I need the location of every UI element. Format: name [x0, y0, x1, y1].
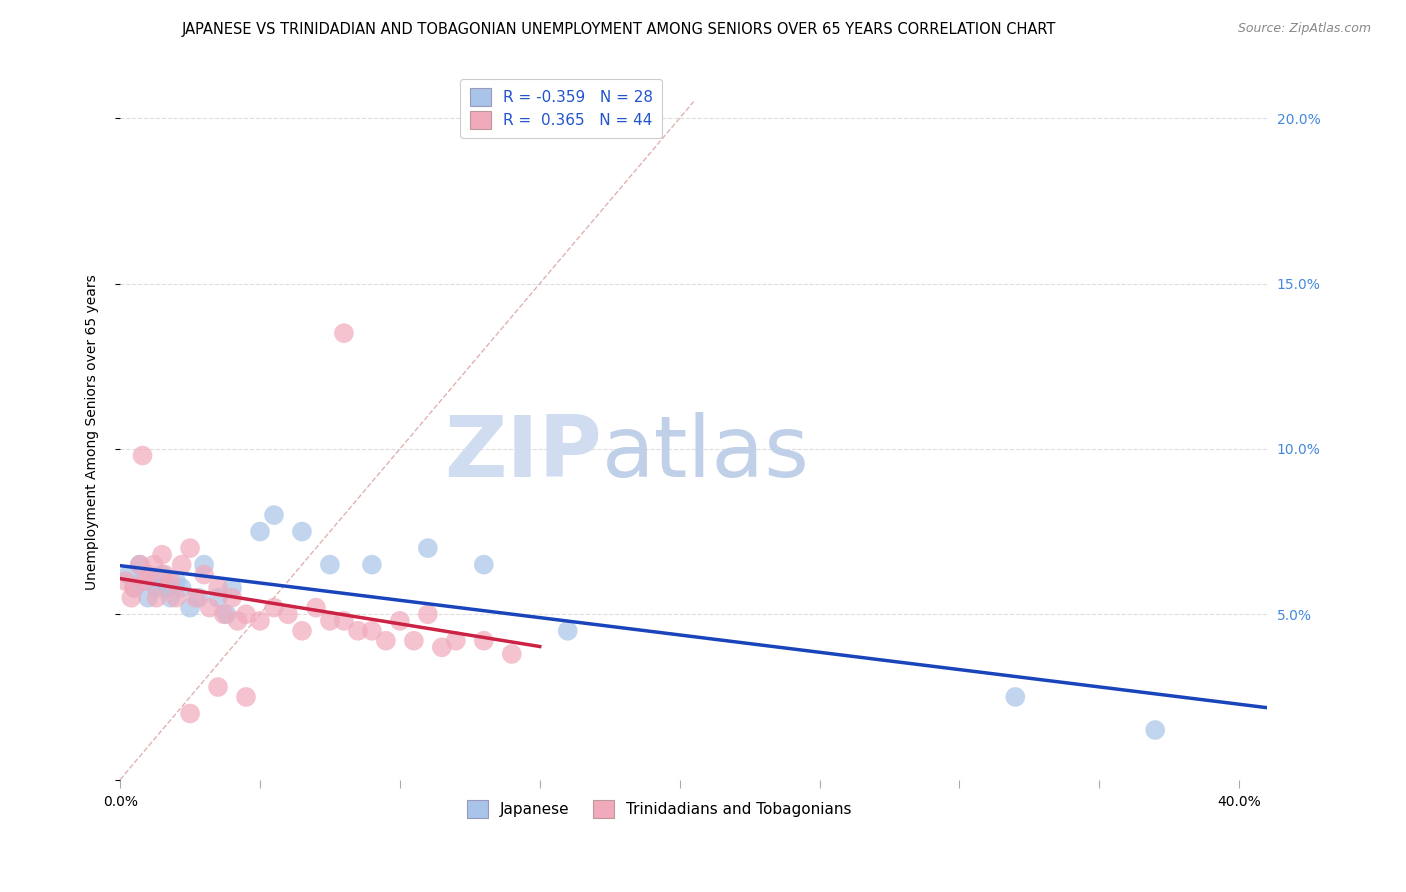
Point	[430, 640, 453, 655]
Point	[215, 607, 238, 622]
Point	[134, 574, 156, 589]
Point	[333, 614, 356, 628]
Point	[136, 567, 159, 582]
Point	[388, 614, 411, 628]
Point	[165, 591, 187, 605]
Point	[263, 508, 285, 522]
Point	[333, 326, 356, 341]
Point	[165, 574, 187, 589]
Y-axis label: Unemployment Among Seniors over 65 years: Unemployment Among Seniors over 65 years	[86, 275, 100, 591]
Point	[179, 600, 201, 615]
Point	[361, 558, 384, 572]
Point	[145, 581, 167, 595]
Point	[416, 607, 439, 622]
Point	[472, 633, 495, 648]
Point	[131, 449, 153, 463]
Point	[122, 581, 145, 595]
Text: ZIP: ZIP	[444, 412, 602, 495]
Point	[249, 614, 271, 628]
Point	[319, 614, 342, 628]
Point	[263, 600, 285, 615]
Point	[193, 567, 215, 582]
Point	[416, 541, 439, 555]
Point	[179, 706, 201, 721]
Point	[128, 558, 150, 572]
Legend: Japanese, Trinidadians and Tobagonians: Japanese, Trinidadians and Tobagonians	[461, 794, 858, 824]
Point	[159, 591, 181, 605]
Point	[207, 581, 229, 595]
Point	[347, 624, 370, 638]
Point	[170, 581, 193, 595]
Point	[1004, 690, 1026, 704]
Point	[128, 558, 150, 572]
Point	[402, 633, 425, 648]
Point	[153, 567, 176, 582]
Point	[305, 600, 328, 615]
Text: JAPANESE VS TRINIDADIAN AND TOBAGONIAN UNEMPLOYMENT AMONG SENIORS OVER 65 YEARS : JAPANESE VS TRINIDADIAN AND TOBAGONIAN U…	[181, 22, 1056, 37]
Point	[150, 548, 173, 562]
Point	[193, 558, 215, 572]
Point	[145, 591, 167, 605]
Point	[114, 574, 136, 589]
Point	[150, 567, 173, 582]
Point	[472, 558, 495, 572]
Point	[142, 558, 165, 572]
Point	[122, 581, 145, 595]
Point	[226, 614, 249, 628]
Point	[221, 581, 243, 595]
Point	[444, 633, 467, 648]
Point	[136, 591, 159, 605]
Point	[374, 633, 396, 648]
Point	[179, 541, 201, 555]
Point	[221, 591, 243, 605]
Point	[319, 558, 342, 572]
Point	[361, 624, 384, 638]
Point	[277, 607, 299, 622]
Point	[198, 600, 221, 615]
Point	[170, 558, 193, 572]
Point	[207, 591, 229, 605]
Point	[120, 591, 142, 605]
Point	[131, 574, 153, 589]
Point	[117, 567, 139, 582]
Point	[156, 581, 179, 595]
Point	[142, 574, 165, 589]
Text: Source: ZipAtlas.com: Source: ZipAtlas.com	[1237, 22, 1371, 36]
Point	[184, 591, 207, 605]
Point	[249, 524, 271, 539]
Point	[207, 680, 229, 694]
Point	[235, 690, 257, 704]
Point	[501, 647, 523, 661]
Point	[187, 591, 209, 605]
Point	[1144, 723, 1167, 737]
Point	[159, 574, 181, 589]
Point	[212, 607, 235, 622]
Point	[291, 524, 314, 539]
Point	[291, 624, 314, 638]
Point	[557, 624, 579, 638]
Text: atlas: atlas	[602, 412, 810, 495]
Point	[235, 607, 257, 622]
